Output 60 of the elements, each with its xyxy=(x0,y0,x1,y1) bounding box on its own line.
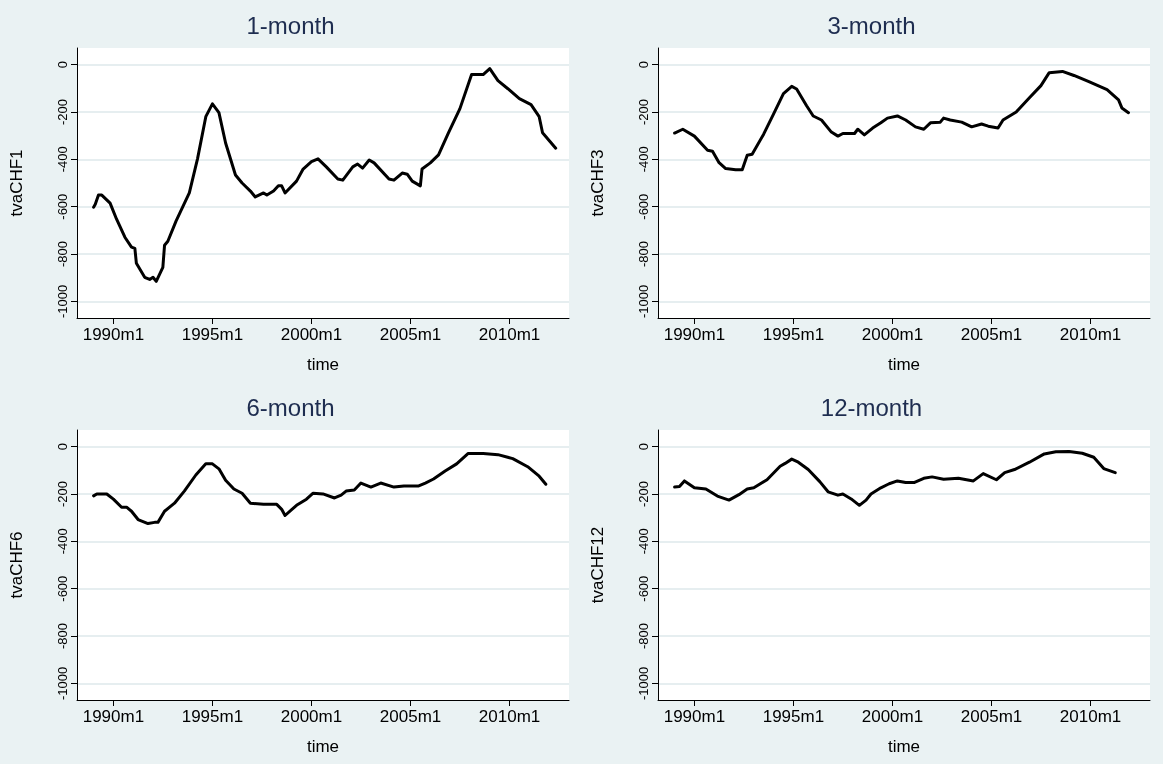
x-axis-title: time xyxy=(887,737,921,756)
y-tick-label: 0 xyxy=(55,442,70,451)
y-tick-label: -200 xyxy=(636,98,651,125)
y-tick-label: -200 xyxy=(636,480,651,507)
chart-title: 6-month xyxy=(246,393,335,421)
x-tick-label: 2000m1 xyxy=(280,707,343,726)
x-tick-label: 1990m1 xyxy=(82,707,145,726)
y-tick-label: -400 xyxy=(55,528,70,555)
x-tick-label: 1990m1 xyxy=(82,325,145,344)
x-tick-label: 2010m1 xyxy=(478,325,541,344)
y-tick-label: 0 xyxy=(55,60,70,69)
line-series xyxy=(673,450,1117,507)
x-tick-label: 2000m1 xyxy=(280,325,343,344)
y-axis-title: tvaCHF1 xyxy=(7,149,26,217)
y-axis-title: tvaCHF12 xyxy=(588,526,607,604)
chart-title: 12-month xyxy=(820,393,923,421)
x-tick-label: 1995m1 xyxy=(762,325,825,344)
x-axis-title: time xyxy=(306,737,340,756)
y-tick-label: -800 xyxy=(55,241,70,268)
y-tick-label: -1000 xyxy=(636,284,651,319)
y-axis-title: tvaCHF6 xyxy=(7,531,26,599)
y-tick-label: -200 xyxy=(55,480,70,507)
x-tick-label: 1995m1 xyxy=(762,707,825,726)
x-tick-label: 2000m1 xyxy=(861,707,924,726)
x-tick-label: 2010m1 xyxy=(1059,707,1122,726)
x-tick-label: 1990m1 xyxy=(663,707,726,726)
y-tick-label: -200 xyxy=(55,98,70,125)
chart-title: 1-month xyxy=(246,11,335,39)
x-tick-label: 1995m1 xyxy=(181,707,244,726)
y-tick-label: 0 xyxy=(636,442,651,451)
y-tick-label: 0 xyxy=(636,60,651,69)
y-tick-label: -400 xyxy=(55,146,70,173)
x-tick-label: 2010m1 xyxy=(1059,325,1122,344)
y-tick-label: -400 xyxy=(636,528,651,555)
line-series xyxy=(92,67,558,283)
y-tick-label: -600 xyxy=(55,575,70,602)
y-tick-label: -1000 xyxy=(636,666,651,701)
y-tick-label: -600 xyxy=(636,575,651,602)
y-axis-title: tvaCHF3 xyxy=(588,149,607,217)
y-tick-label: -800 xyxy=(636,241,651,268)
x-tick-label: 1990m1 xyxy=(663,325,726,344)
y-tick-label: -800 xyxy=(55,623,70,650)
x-tick-label: 2005m1 xyxy=(379,707,442,726)
x-axis-title: time xyxy=(306,355,340,374)
y-tick-label: -1000 xyxy=(55,666,70,701)
y-tick-label: -800 xyxy=(636,623,651,650)
y-tick-label: -600 xyxy=(636,193,651,220)
x-tick-label: 2010m1 xyxy=(478,707,541,726)
y-tick-label: -1000 xyxy=(55,284,70,319)
x-tick-label: 2005m1 xyxy=(379,325,442,344)
y-tick-label: -600 xyxy=(55,193,70,220)
line-series xyxy=(673,69,1130,172)
x-tick-label: 1995m1 xyxy=(181,325,244,344)
chart-title: 3-month xyxy=(827,11,916,39)
x-tick-label: 2005m1 xyxy=(960,707,1023,726)
x-tick-label: 2000m1 xyxy=(861,325,924,344)
x-axis-title: time xyxy=(887,355,921,374)
y-tick-label: -400 xyxy=(636,146,651,173)
x-tick-label: 2005m1 xyxy=(960,325,1023,344)
line-series xyxy=(92,451,548,526)
